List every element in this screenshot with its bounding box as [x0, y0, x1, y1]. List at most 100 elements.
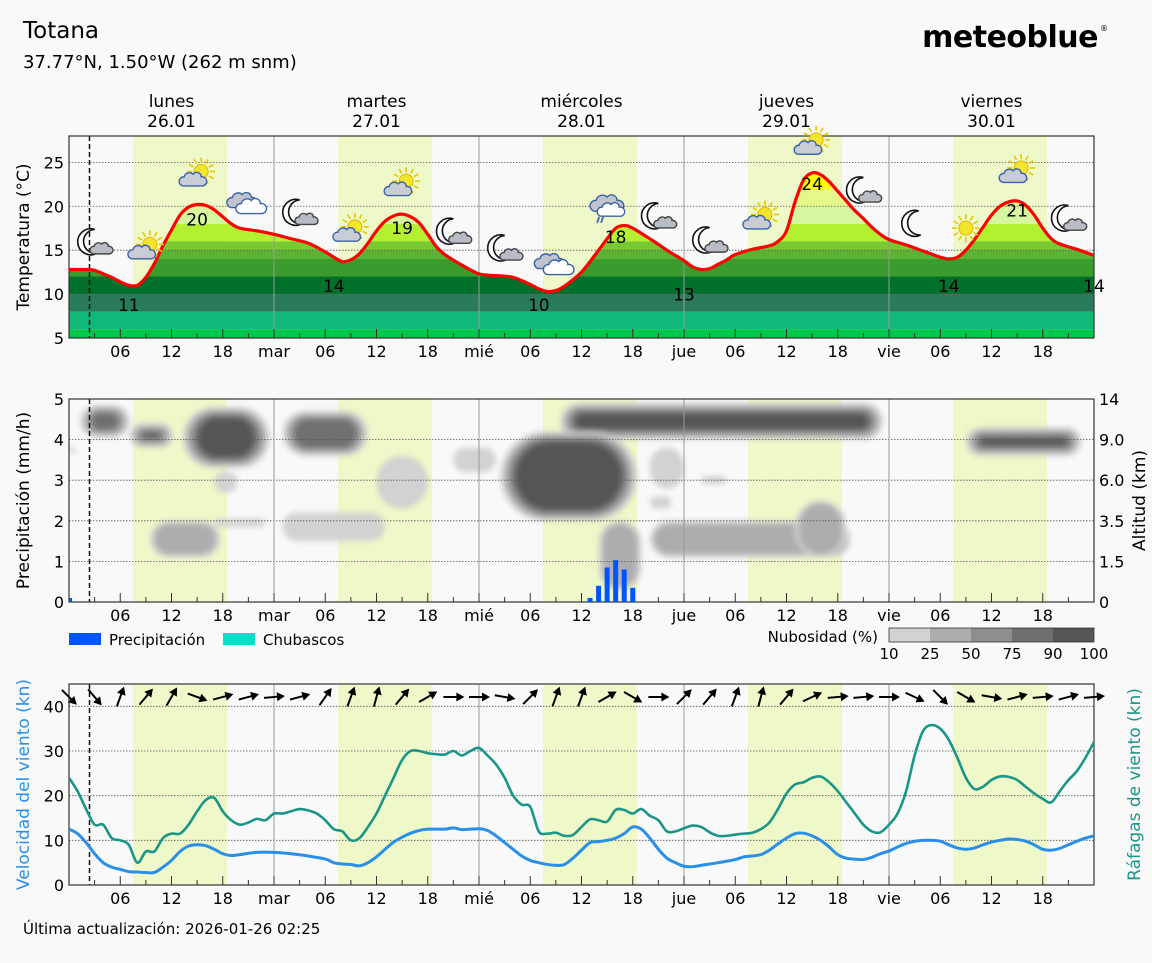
- cloud-legend-title: Nubosidad (%): [768, 628, 878, 646]
- precip-bar: [621, 569, 627, 602]
- sun-cloud-icon: [332, 212, 369, 242]
- x-tick-label: 06: [930, 342, 950, 361]
- x-tick-label: mar: [258, 606, 290, 625]
- wind-arrow-icon: [289, 691, 311, 701]
- y-tick-label: 2: [54, 512, 64, 531]
- x-tick-label: 12: [571, 342, 591, 361]
- cloud-patch: [282, 512, 386, 542]
- y-axis-label-right: Altitud (km): [1130, 450, 1150, 551]
- wind-arrow-icon: [187, 692, 208, 703]
- x-tick-label: vie: [877, 606, 901, 625]
- cloud-patch: [214, 518, 266, 527]
- precip-legend: Precipitación Chubascos Nubosidad (%)10 25 5…: [69, 627, 1108, 663]
- wind-arrow-icon: [1032, 692, 1054, 702]
- cloud-patch: [649, 496, 672, 509]
- cloud-legend-swatch: [1012, 628, 1053, 642]
- x-tick-label: jue: [671, 606, 696, 625]
- cloud-legend-swatch: [930, 628, 971, 642]
- x-tick-label: jue: [671, 342, 696, 361]
- x-tick-label: mié: [464, 342, 494, 361]
- y-tick-label: 15: [44, 241, 64, 260]
- x-tick-label: 06: [930, 606, 950, 625]
- moon-cloud-icon: [845, 176, 883, 204]
- cloud-patch: [214, 472, 238, 493]
- y-tick-label: 20: [44, 787, 64, 806]
- showers-swatch: [223, 633, 255, 645]
- x-tick-label: 18: [1033, 342, 1053, 361]
- day-name: viernes: [960, 92, 1022, 112]
- daylight-shading: [338, 684, 433, 885]
- wind-arrow-icon: [702, 688, 717, 706]
- y-tick-label: 20: [44, 197, 64, 216]
- altitude-tick-label: 0: [1099, 593, 1109, 612]
- cloud-patch: [516, 442, 622, 510]
- sun-cloud-icon: [383, 167, 421, 197]
- wind-arrow-icon: [853, 692, 875, 702]
- min-temp-label: 14: [323, 277, 345, 297]
- y-tick-label: 40: [44, 697, 64, 716]
- temperature-panel: 06 12 18 mar 06 12 18 mié 06 12 18 jue 06 12 18 vie 06 12…: [14, 125, 1105, 361]
- wind-arrow-icon: [730, 686, 741, 707]
- cloud-patch: [69, 447, 76, 454]
- wind-panel: 06 12 18 mar 06 12 18 mié 06 12 18 jue 06 12 18 vie 06 12…: [14, 679, 1145, 908]
- max-temp-label: 24: [801, 175, 823, 195]
- y-tick-label: 10: [44, 285, 64, 304]
- y-tick-label: 4: [54, 431, 64, 450]
- x-tick-label: 06: [520, 606, 540, 625]
- x-tick-label: mar: [258, 342, 290, 361]
- y-tick-label: 1: [54, 552, 64, 571]
- min-temp-label: 10: [528, 296, 550, 316]
- moon-cloud-icon: [640, 202, 678, 230]
- wind-arrow-icon: [443, 692, 465, 702]
- cloud-patch: [198, 418, 254, 457]
- temperature-band: [69, 294, 1094, 312]
- min-temp-label: 14: [938, 277, 960, 297]
- showers-legend-label: Chubascos: [263, 631, 344, 649]
- precip-legend-label: Precipitación: [109, 631, 205, 649]
- cloud-patch: [92, 413, 118, 430]
- wind-arrow-icon: [551, 686, 562, 707]
- wind-arrow-icon: [779, 688, 794, 706]
- cloud-patch: [649, 447, 684, 489]
- moon-cloud-icon: [1050, 204, 1088, 232]
- meteoblue-logo: meteoblue: [922, 20, 1098, 55]
- wind-arrow-icon: [802, 691, 823, 703]
- altitude-tick-label: 3.5: [1099, 512, 1124, 531]
- x-tick-label: 12: [981, 889, 1001, 908]
- x-tick-label: 18: [213, 606, 233, 625]
- x-tick-label: 12: [776, 606, 796, 625]
- x-tick-label: mié: [464, 889, 494, 908]
- x-tick-label: mié: [464, 606, 494, 625]
- altitude-tick-label: 9.0: [1099, 431, 1124, 450]
- wind-arrow-icon: [87, 688, 102, 706]
- precip-swatch: [69, 633, 101, 645]
- day-name: martes: [347, 92, 407, 112]
- x-tick-label: 12: [981, 606, 1001, 625]
- wind-arrow-icon: [648, 692, 670, 702]
- wind-arrow-icon: [1083, 692, 1105, 702]
- x-tick-label: jue: [671, 889, 696, 908]
- y-tick-label: 30: [44, 742, 64, 761]
- min-temp-label: 14: [1083, 277, 1105, 297]
- wind-arrow-icon: [1058, 691, 1080, 701]
- cloud-drizzle-icon: [589, 194, 626, 224]
- precip-bar: [604, 567, 610, 602]
- wind-speed-line: [69, 825, 1094, 875]
- wind-arrow-icon: [597, 691, 617, 703]
- moon-cloud-icon: [281, 198, 319, 227]
- max-temp-label: 18: [605, 228, 627, 248]
- y-axis-label: Temperatura (°C): [14, 163, 34, 311]
- location-coords: 37.77°N, 1.50°W (262 m snm): [23, 52, 297, 73]
- y-tick-label: 3: [54, 471, 64, 490]
- cloud-cover-layer: [69, 403, 1082, 590]
- day-name: jueves: [758, 92, 814, 112]
- moon-cloud-icon: [691, 226, 729, 254]
- cloud-legend-tick: 75: [1002, 645, 1021, 663]
- day-date: 29.01: [762, 112, 811, 132]
- wind-arrow-icon: [165, 687, 177, 707]
- cloud-patch: [602, 523, 638, 588]
- cloud-patch: [145, 434, 158, 437]
- wind-arrow-icon: [418, 691, 438, 703]
- wind-arrow-icon: [469, 692, 490, 702]
